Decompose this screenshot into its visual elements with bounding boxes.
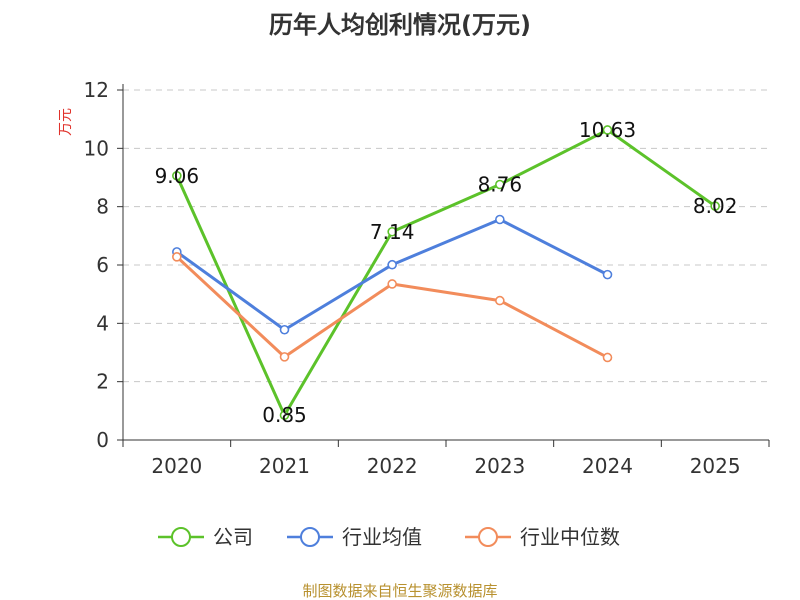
data-point (279, 352, 290, 362)
x-tick-label: 2021 (259, 454, 310, 478)
y-tick-label: 4 (96, 311, 109, 335)
data-point (710, 201, 720, 211)
legend-item-1: 公司 (158, 525, 253, 549)
data-point (602, 269, 613, 280)
data-label: 9.06 (155, 164, 200, 188)
data-point (172, 252, 182, 262)
legend-marker (300, 527, 320, 547)
data-point (279, 410, 290, 421)
x-tick-label: 2023 (474, 454, 525, 478)
y-tick-label: 8 (96, 195, 109, 219)
data-point (279, 324, 290, 335)
data-labels: 9.06 0.85 7.14 8.76 10.63 8.02 (155, 118, 738, 427)
data-label: 8.02 (693, 194, 738, 218)
legend-item-2: 行业均值 (287, 525, 422, 549)
chart-title: 历年人均创利情况(万元) (269, 11, 531, 39)
x-tick-label: 2022 (367, 454, 418, 478)
data-point (602, 352, 613, 363)
data-point (387, 279, 397, 289)
legend-item-3: 行业中位数 (465, 525, 620, 549)
data-point (495, 179, 505, 190)
legend-label: 公司 (213, 525, 253, 549)
legend-label: 行业均值 (342, 525, 422, 549)
y-tick-label: 6 (96, 253, 109, 277)
legend-label: 行业中位数 (520, 525, 620, 549)
data-point (602, 125, 613, 135)
y-tick-label: 10 (84, 136, 109, 160)
legend-marker (478, 527, 498, 547)
grid (123, 89, 769, 383)
series-lines (172, 125, 720, 421)
series-line (175, 255, 609, 359)
data-label: 7.14 (370, 220, 415, 244)
series-1 (172, 125, 720, 421)
legend: 公司 行业均值 行业中位数 (158, 525, 620, 549)
series-2 (172, 214, 613, 335)
source-note: 制图数据来自恒生聚源数据库 (302, 582, 497, 600)
data-label: 8.76 (478, 173, 523, 197)
x-tick-label: 2020 (151, 454, 202, 478)
data-point (387, 259, 397, 270)
y-tick-label: 2 (96, 370, 109, 394)
series-3 (172, 252, 613, 363)
data-point (495, 295, 505, 306)
axes: 0 2 4 6 8 10 12 2020 2021 2022 2023 2024 2025 (84, 78, 770, 478)
y-tick-label: 0 (96, 428, 109, 452)
data-point (172, 170, 182, 181)
legend-marker (171, 527, 191, 547)
x-tick-label: 2024 (582, 454, 633, 478)
data-point (495, 214, 505, 225)
series-line (175, 128, 717, 417)
data-label: 0.85 (262, 403, 307, 427)
x-tick-label: 2025 (690, 454, 741, 478)
data-label: 10.63 (579, 118, 636, 142)
y-tick-label: 12 (84, 78, 109, 102)
data-point (387, 226, 397, 237)
y-axis-unit-label: 万元 (58, 108, 74, 136)
